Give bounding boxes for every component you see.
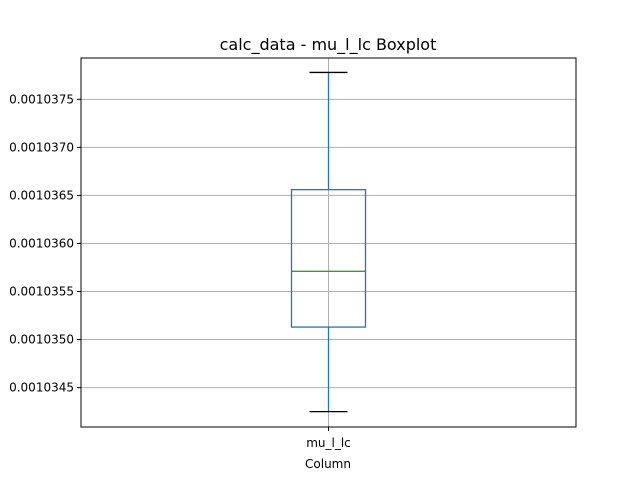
x-tick-label: mu_l_lc	[306, 436, 351, 450]
plot-area	[290, 71, 367, 413]
y-axis: 0.0010345 0.0010350 0.0010355 0.0010360 0.00…	[9, 92, 81, 395]
x-axis-label: Column	[305, 457, 351, 471]
x-axis: mu_l_lc	[306, 427, 351, 450]
y-tick-label: 0.0010365	[9, 188, 74, 202]
y-tick-label: 0.0010375	[9, 92, 74, 106]
y-tick-label: 0.0010355	[9, 285, 74, 299]
y-tick-label: 0.0010370	[9, 140, 74, 154]
y-tick-label: 0.0010350	[9, 333, 74, 347]
y-tick-label: 0.0010345	[9, 381, 74, 395]
chart-title: calc_data - mu_l_lc Boxplot	[220, 35, 437, 55]
y-tick-label: 0.0010360	[9, 236, 74, 250]
iqr-box	[290, 188, 367, 328]
